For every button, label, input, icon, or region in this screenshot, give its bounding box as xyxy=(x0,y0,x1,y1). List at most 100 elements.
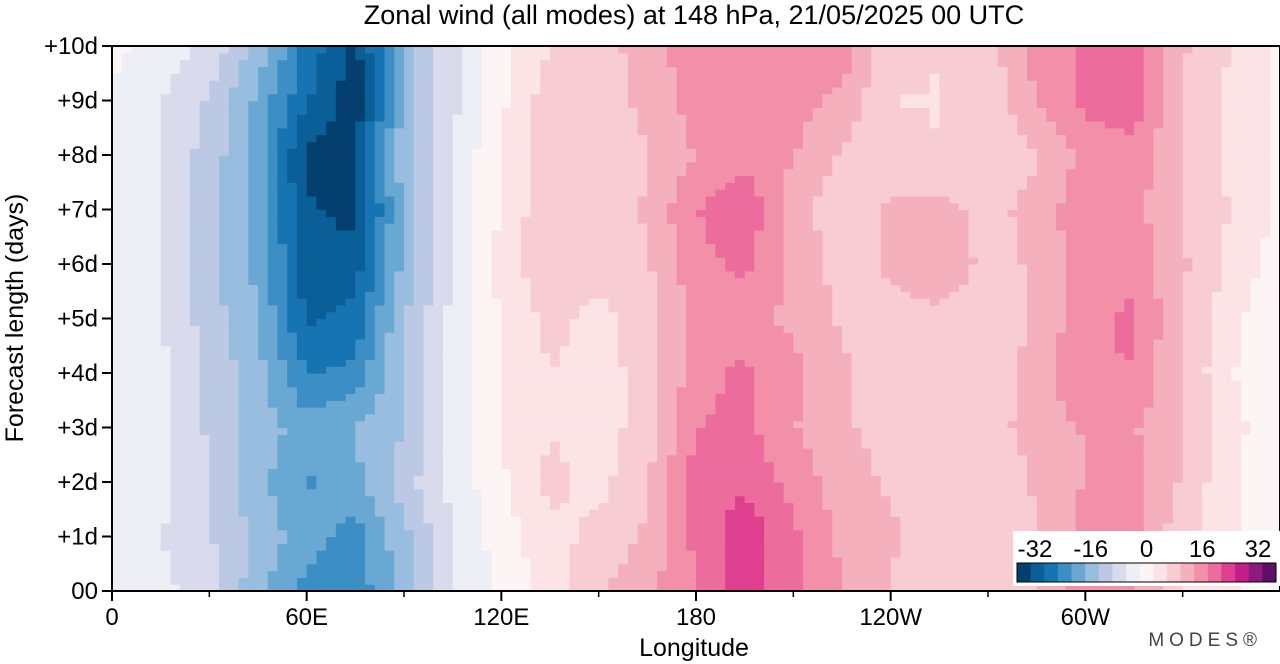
heat-cell xyxy=(355,447,366,456)
heat-cell xyxy=(715,352,726,360)
heat-cell xyxy=(588,114,600,122)
heat-cell xyxy=(647,93,658,102)
heat-cell xyxy=(170,509,181,517)
heat-cell xyxy=(219,468,230,476)
heat-cell xyxy=(657,386,668,395)
heat-cell xyxy=(540,311,551,320)
heat-cell xyxy=(413,366,425,374)
heat-cell xyxy=(374,577,386,585)
heat-cell xyxy=(452,441,463,449)
heat-cell xyxy=(676,141,687,149)
heat-cell xyxy=(491,373,502,381)
heat-cell xyxy=(296,407,308,415)
heat-cell xyxy=(588,556,600,565)
heat-cell xyxy=(511,393,522,401)
heat-cell xyxy=(433,359,444,367)
heat-cell xyxy=(326,434,337,442)
heat-cell xyxy=(452,175,463,183)
heat-cell xyxy=(326,386,337,395)
heat-cell xyxy=(248,148,259,156)
heat-cell xyxy=(180,556,191,565)
heat-cell xyxy=(365,413,376,422)
heat-cell xyxy=(345,73,356,81)
heat-cell xyxy=(277,556,288,565)
heat-cell xyxy=(598,298,609,306)
heat-cell xyxy=(657,502,668,510)
heat-cell xyxy=(676,202,687,211)
heat-cell xyxy=(705,250,717,258)
heat-cell xyxy=(569,373,580,381)
heat-cell xyxy=(150,277,162,286)
heat-cell xyxy=(160,86,171,95)
heat-cell xyxy=(442,189,454,197)
heat-cell xyxy=(160,516,171,524)
heat-cell xyxy=(248,325,259,333)
heat-cell xyxy=(209,407,220,415)
heat-cell xyxy=(452,475,463,483)
heat-cell xyxy=(160,413,171,422)
heat-cell xyxy=(588,59,600,68)
heat-cell xyxy=(228,536,240,544)
heat-cell xyxy=(112,257,123,265)
heat-cell xyxy=(696,427,707,435)
heat-cell xyxy=(686,127,697,136)
heat-cell xyxy=(199,243,210,251)
heat-cell xyxy=(520,563,532,572)
heat-cell xyxy=(618,325,629,333)
heat-cell xyxy=(481,379,493,388)
heat-cell xyxy=(462,536,473,544)
heat-cell xyxy=(141,420,152,429)
heat-cell xyxy=(413,434,425,442)
heat-cell xyxy=(462,209,473,217)
heat-cell xyxy=(112,447,123,456)
heat-cell xyxy=(277,454,288,463)
heat-cell xyxy=(394,284,405,292)
heat-cell xyxy=(442,584,454,591)
heat-cell xyxy=(394,127,405,136)
heat-cell xyxy=(287,223,298,231)
heat-cell xyxy=(199,522,210,531)
heat-cell xyxy=(258,332,269,340)
heat-cell xyxy=(404,373,415,381)
heat-cell xyxy=(608,134,619,142)
heat-cell xyxy=(335,577,347,585)
heat-cell xyxy=(550,516,561,524)
heat-cell xyxy=(442,475,454,483)
heat-cell xyxy=(608,195,619,204)
heat-cell xyxy=(491,563,502,572)
heat-cell xyxy=(588,407,600,415)
heat-cell xyxy=(657,114,668,122)
heat-cell xyxy=(170,277,181,286)
heat-cell xyxy=(608,257,619,265)
heat-cell xyxy=(598,141,609,149)
heat-cell xyxy=(365,134,376,142)
heat-cell xyxy=(209,332,220,340)
heat-cell xyxy=(540,332,551,340)
heat-cell xyxy=(335,516,347,524)
heat-cell xyxy=(238,93,249,102)
heat-cell xyxy=(647,563,658,572)
heat-cell xyxy=(588,155,600,163)
heat-cell xyxy=(501,141,512,149)
heat-cell xyxy=(121,66,133,74)
heat-cell xyxy=(345,141,356,149)
heat-cell xyxy=(705,46,717,54)
heat-cell xyxy=(598,86,609,95)
heat-cell xyxy=(170,155,181,163)
heat-cell xyxy=(355,93,366,102)
heat-cell xyxy=(588,373,600,381)
heat-cell xyxy=(219,427,230,435)
heat-cell xyxy=(520,100,532,108)
heat-cell xyxy=(676,277,687,286)
heat-cell xyxy=(219,400,230,408)
heat-cell xyxy=(345,373,356,381)
heat-cell xyxy=(491,488,502,497)
heat-cell xyxy=(287,134,298,142)
heat-cell xyxy=(588,550,600,558)
heat-cell xyxy=(277,468,288,476)
heat-cell xyxy=(520,536,532,544)
heat-cell xyxy=(462,80,473,88)
heat-cell xyxy=(384,127,395,136)
heat-cell xyxy=(413,447,425,456)
heat-cell xyxy=(569,182,580,190)
